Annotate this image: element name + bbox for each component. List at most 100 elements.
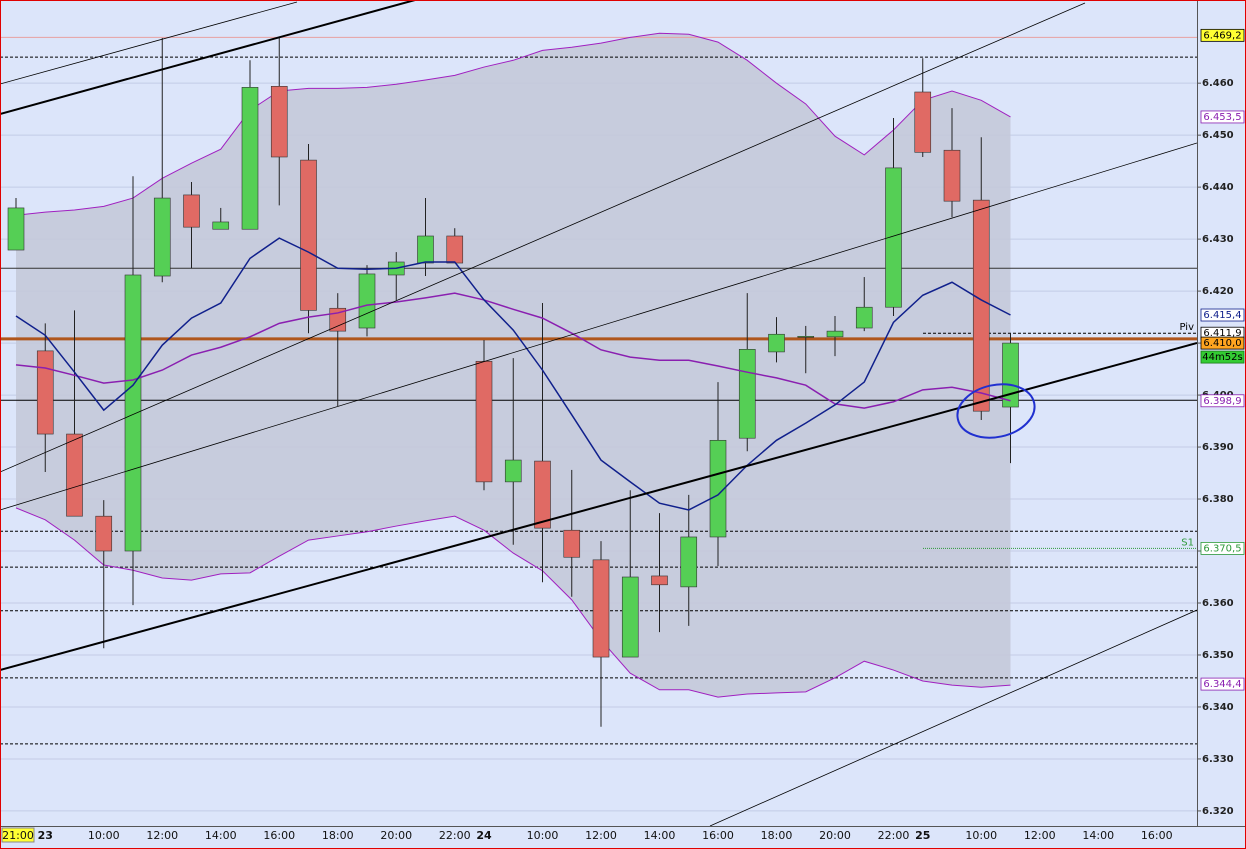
x-tick-label: 24 — [476, 829, 492, 842]
y-tick-label: 6.440 — [1202, 182, 1234, 193]
price-label: 6.453,5 — [1203, 112, 1241, 123]
x-tick-label: 16:00 — [1141, 829, 1173, 842]
price-label: 6.410,0 — [1203, 338, 1241, 349]
candle-body — [300, 159, 317, 311]
y-tick-label: 6.360 — [1202, 598, 1234, 609]
level-label: S1 — [1181, 537, 1194, 548]
x-tick-label: 22:00 — [439, 829, 471, 842]
x-tick-label: 12:00 — [146, 829, 178, 842]
x-tick-label: 14:00 — [1082, 829, 1114, 842]
candle-body — [709, 439, 727, 538]
trendline — [0, 0, 416, 115]
y-tick-label: 6.460 — [1202, 78, 1234, 89]
candle-body — [768, 333, 785, 353]
candle-body — [95, 515, 113, 552]
candle-body — [36, 350, 54, 435]
x-tick-label: 14:00 — [205, 829, 237, 842]
price-label-box — [1200, 394, 1245, 408]
y-tick-label: 6.390 — [1202, 442, 1234, 453]
candle-body — [446, 235, 464, 264]
trendline — [0, 342, 1197, 671]
x-tick-label: 12:00 — [1024, 829, 1056, 842]
x-tick-label: 25 — [915, 829, 930, 842]
price-label-box — [1200, 677, 1245, 691]
price-label: 6.344,4 — [1203, 679, 1241, 690]
candle-body — [534, 460, 551, 529]
candle-body — [914, 91, 932, 153]
y-tick-label: 6.320 — [1202, 806, 1234, 817]
candle-body — [855, 306, 873, 329]
countdown: 44m52s — [1202, 352, 1242, 363]
candle-body — [651, 575, 668, 586]
trendline — [0, 1, 298, 85]
indicator-line — [15, 237, 1011, 511]
x-tick-label: 16:00 — [702, 829, 734, 842]
y-tick-label: 6.450 — [1202, 130, 1234, 141]
price-label: 6.398,9 — [1203, 396, 1241, 407]
candle-body — [826, 330, 844, 338]
candle-body — [972, 199, 990, 412]
candle-body — [475, 360, 493, 483]
price-label: 6.370,5 — [1203, 543, 1241, 554]
y-tick-label: 6.350 — [1202, 650, 1234, 661]
x-tick-label: 16:00 — [263, 829, 295, 842]
candle-body — [1002, 342, 1019, 408]
trendline — [709, 609, 1197, 826]
candle-body — [592, 559, 610, 658]
y-tick-label: 6.380 — [1202, 494, 1234, 505]
candle-body — [358, 273, 376, 329]
plot-area: Piv S1 — [0, 32, 1197, 812]
candle-body — [241, 87, 259, 230]
candle-body — [417, 235, 434, 264]
indicator-line — [15, 292, 1011, 409]
x-tick-label: 21:00 — [2, 829, 34, 842]
candle-body — [885, 167, 902, 308]
x-tick-label: 23 — [38, 829, 53, 842]
price-label: 6.469,2 — [1203, 30, 1241, 41]
candle-body — [153, 197, 171, 277]
candle-body — [680, 536, 698, 588]
price-label-box — [1200, 336, 1245, 350]
price-label-box — [1200, 542, 1245, 555]
band-upper — [15, 32, 1011, 216]
candle-body — [212, 221, 230, 230]
y-tick-label: 6.340 — [1202, 702, 1234, 713]
x-tick-label: 20:00 — [819, 829, 851, 842]
x-tick-label: 20:00 — [380, 829, 412, 842]
band-lower — [15, 507, 1011, 698]
candle-body — [504, 459, 522, 483]
x-tick-label: 12:00 — [585, 829, 617, 842]
price-label: 6.415,4 — [1203, 310, 1241, 321]
price-label-box — [1200, 308, 1245, 322]
x-tick-label: 22:00 — [878, 829, 910, 842]
candle-body — [183, 194, 200, 228]
candle-body — [270, 85, 288, 158]
x-tick-label: 10:00 — [527, 829, 559, 842]
candle-body — [738, 349, 756, 439]
trendline — [0, 2, 1086, 473]
candle-body — [797, 336, 815, 338]
level-label: Piv — [1179, 322, 1194, 333]
countdown-box — [1200, 350, 1245, 364]
candle-body — [563, 529, 581, 558]
candle-body — [621, 576, 639, 658]
price-label-box — [1200, 110, 1245, 124]
x-tick-label: 18:00 — [761, 829, 793, 842]
candle-body — [124, 274, 142, 552]
price-label-box — [1200, 28, 1245, 42]
candle-body — [66, 433, 83, 517]
candle-body — [943, 149, 961, 202]
y-tick-label: 6.420 — [1202, 286, 1234, 297]
time-highlight — [1, 827, 35, 843]
x-tick-label: 10:00 — [88, 829, 120, 842]
y-tick-label: 6.430 — [1202, 234, 1234, 245]
trendline — [0, 142, 1197, 511]
candle-body — [7, 207, 25, 251]
x-tick-label: 18:00 — [322, 829, 354, 842]
y-tick-label: 6.330 — [1202, 754, 1234, 765]
trendlines — [0, 0, 1197, 826]
x-tick-label: 10:00 — [965, 829, 997, 842]
x-tick-label: 14:00 — [644, 829, 676, 842]
